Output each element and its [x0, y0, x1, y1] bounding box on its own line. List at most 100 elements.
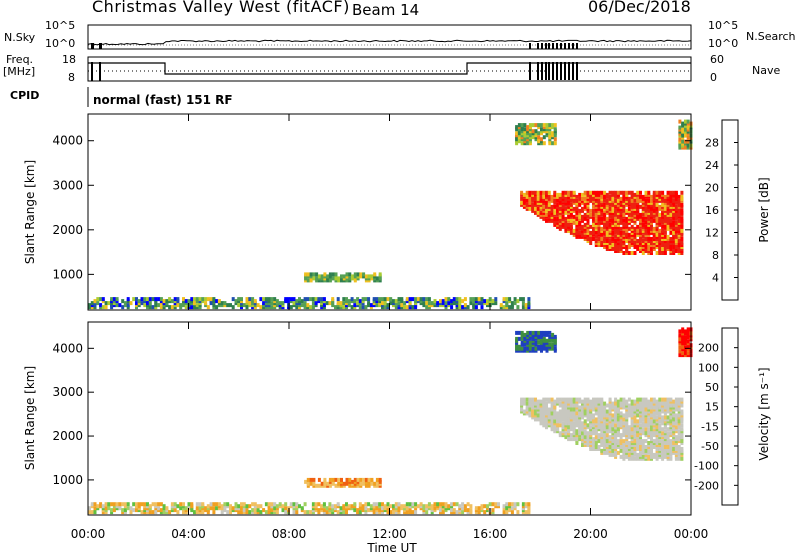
data-cell	[212, 506, 216, 511]
freq-tick-top: 18	[62, 53, 76, 66]
data-cell	[594, 230, 598, 235]
data-cell	[636, 239, 640, 243]
data-cell	[655, 192, 659, 197]
data-cell	[517, 125, 521, 130]
data-cell	[375, 502, 379, 507]
data-cell	[463, 303, 467, 308]
data-cell	[616, 249, 620, 253]
data-cell	[592, 429, 595, 434]
data-cell	[88, 506, 91, 511]
data-cell	[425, 510, 429, 515]
data-cell	[534, 330, 538, 335]
data-cell	[311, 301, 315, 306]
data-cell	[556, 411, 560, 416]
data-cell	[681, 127, 685, 132]
data-cell	[534, 190, 537, 195]
data-cell	[275, 510, 279, 515]
data-cell	[526, 125, 530, 130]
data-cell	[686, 119, 690, 124]
data-cell	[539, 409, 543, 414]
data-cell	[594, 397, 598, 402]
data-cell	[508, 305, 512, 310]
data-cell	[220, 504, 224, 509]
data-cell	[647, 192, 651, 197]
data-cell	[373, 481, 377, 486]
data-cell	[463, 297, 467, 302]
data-cell	[608, 445, 612, 449]
data-cell	[583, 222, 587, 227]
data-cell	[589, 399, 593, 404]
data-cell	[636, 192, 640, 197]
data-cell	[439, 508, 442, 513]
data-cell	[608, 222, 612, 227]
data-cell	[658, 204, 662, 209]
data-cell	[179, 506, 183, 511]
colorbar-tick-label: 24	[705, 159, 719, 172]
data-cell	[686, 339, 690, 344]
data-cell	[240, 502, 243, 507]
data-cell	[630, 237, 634, 241]
data-cell	[104, 305, 108, 310]
data-cell	[237, 510, 241, 515]
data-cell	[528, 340, 532, 345]
data-cell	[619, 241, 623, 245]
data-cell	[658, 192, 662, 197]
data-cell	[614, 243, 618, 247]
data-cell	[334, 483, 338, 488]
data-cell	[168, 297, 172, 302]
data-cell	[622, 450, 626, 455]
data-cell	[586, 431, 590, 436]
data-cell	[583, 429, 587, 434]
data-cell	[572, 190, 576, 195]
data-cell	[586, 237, 590, 241]
data-cell	[611, 413, 615, 418]
data-cell	[118, 502, 122, 507]
data-cell	[658, 190, 662, 195]
data-cell	[472, 303, 476, 308]
data-cell	[292, 510, 296, 515]
data-cell	[461, 305, 465, 310]
nsky-frame	[87, 24, 692, 50]
data-cell	[259, 305, 263, 310]
data-cell	[461, 510, 465, 515]
data-cell	[107, 301, 111, 306]
data-cell	[639, 228, 642, 233]
data-cell	[303, 502, 307, 507]
data-cell	[639, 447, 642, 451]
nsearch-label: N.Search	[746, 30, 796, 43]
data-cell	[528, 330, 532, 335]
data-cell	[502, 305, 506, 310]
data-cell	[381, 297, 384, 302]
data-cell	[684, 335, 687, 340]
data-cell	[525, 401, 529, 406]
data-cell	[135, 502, 138, 507]
data-cell	[523, 346, 527, 351]
data-cell	[553, 192, 557, 197]
data-cell	[351, 479, 355, 484]
data-cell	[135, 301, 138, 306]
data-cell	[611, 230, 615, 235]
xaxis-label: Time UT	[367, 541, 417, 555]
data-cell	[678, 349, 682, 354]
data-cell	[680, 190, 684, 195]
data-cell	[347, 299, 351, 304]
data-cell	[345, 508, 348, 513]
data-cell	[678, 137, 682, 142]
data-cell	[661, 443, 665, 447]
data-cell	[88, 510, 91, 515]
data-cell	[515, 336, 519, 341]
data-cell	[540, 127, 543, 132]
data-cell	[523, 123, 527, 128]
data-cell	[655, 399, 659, 404]
data-cell	[309, 297, 313, 302]
data-cell	[184, 506, 188, 511]
data-cell	[658, 411, 662, 416]
y-tick-label: 2000	[52, 429, 83, 443]
data-cell	[669, 192, 673, 197]
data-cell	[680, 409, 684, 414]
data-cell	[550, 397, 554, 402]
data-cell	[317, 502, 321, 507]
data-cell	[561, 204, 565, 209]
data-cell	[408, 297, 412, 302]
data-cell	[347, 303, 351, 308]
